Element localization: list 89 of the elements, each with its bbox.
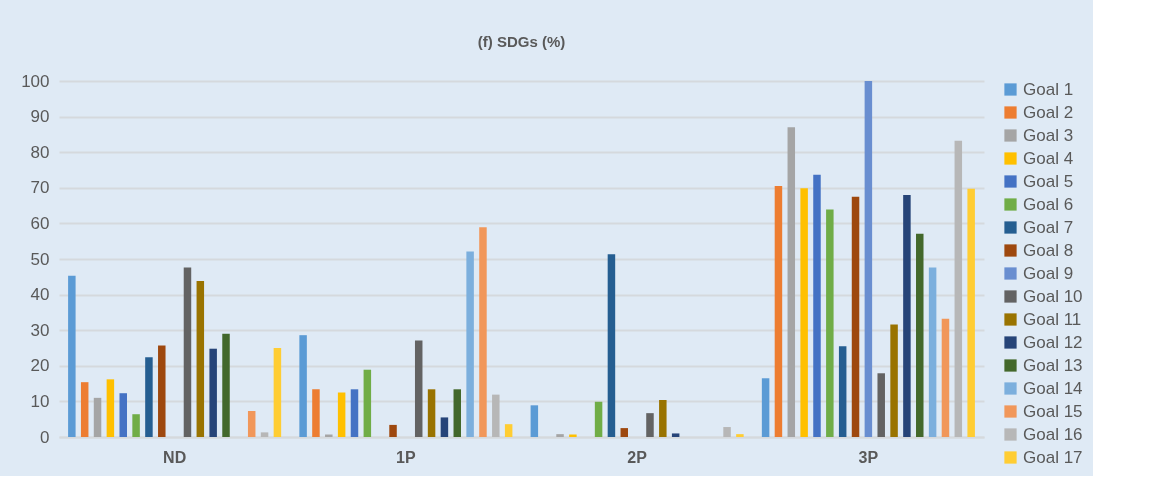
bar [813, 174, 821, 437]
bar [106, 379, 115, 437]
bar [414, 340, 423, 437]
chart-title: (f) SDGs (%) [477, 33, 566, 50]
y-tick-label: 40 [30, 285, 50, 305]
legend-label: Goal 12 [1023, 332, 1083, 352]
bar [941, 318, 950, 437]
x-tick-label: 3P [858, 448, 879, 466]
bar [903, 194, 911, 437]
bar [119, 393, 127, 437]
bar [800, 188, 808, 437]
bar [466, 251, 474, 437]
bar [530, 405, 539, 437]
bar [273, 348, 282, 437]
bar [864, 81, 873, 437]
bar [967, 188, 975, 437]
y-tick-label: 90 [30, 107, 50, 127]
bar [440, 417, 449, 437]
bar [196, 281, 205, 437]
bar [607, 254, 616, 437]
bar [389, 424, 397, 437]
legend-label: Goal 14 [1023, 378, 1083, 398]
bar [916, 233, 924, 437]
bar [427, 389, 436, 437]
legend-label: Goal 5 [1023, 171, 1074, 191]
bar [736, 434, 744, 437]
bar [761, 378, 770, 437]
bar [556, 434, 564, 437]
y-tick-label: 80 [30, 142, 50, 162]
bar [222, 333, 230, 437]
bar [299, 335, 307, 437]
legend-label: Goal 13 [1023, 355, 1083, 375]
x-tick-label: ND [163, 448, 187, 466]
bar [723, 427, 731, 437]
bar [209, 348, 217, 437]
legend-label: Goal 9 [1023, 263, 1074, 283]
bar [492, 394, 500, 437]
bar [928, 267, 937, 437]
legend-label: Goal 10 [1023, 286, 1083, 306]
bar [350, 389, 359, 437]
bar [479, 227, 487, 437]
bar [260, 432, 269, 437]
x-tick-label: 2P [627, 448, 648, 466]
bar [337, 392, 346, 437]
legend-label: Goal 1 [1023, 79, 1074, 99]
bar [145, 357, 153, 437]
legend-label: Goal 2 [1023, 102, 1074, 122]
bar [620, 428, 629, 437]
legend-label: Goal 17 [1023, 447, 1083, 467]
y-tick-label: 10 [30, 391, 50, 411]
y-tick-label: 0 [40, 427, 50, 447]
bar [774, 186, 783, 437]
bar [838, 346, 847, 437]
legend-label: Goal 16 [1023, 424, 1083, 444]
bar [646, 413, 654, 437]
bar [659, 399, 667, 437]
bar [158, 345, 166, 437]
bar [671, 433, 680, 437]
bar [787, 127, 796, 437]
legend-label: Goal 15 [1023, 401, 1083, 421]
legend-label: Goal 3 [1023, 125, 1074, 145]
bar [890, 324, 898, 437]
bar [877, 373, 885, 437]
bar [363, 369, 372, 437]
bar [851, 196, 860, 437]
y-tick-label: 20 [30, 356, 50, 376]
legend-label: Goal 11 [1023, 309, 1082, 329]
bar [93, 397, 102, 437]
y-tick-label: 60 [30, 213, 50, 233]
bar [80, 382, 89, 437]
bar [312, 389, 320, 437]
bar [183, 267, 192, 437]
bar [132, 414, 140, 437]
y-tick-label: 70 [30, 178, 50, 198]
bar [826, 209, 834, 437]
bar [453, 389, 462, 437]
legend-label: Goal 7 [1023, 217, 1074, 237]
bar [68, 275, 76, 437]
y-tick-label: 50 [30, 249, 50, 269]
bar [954, 140, 963, 437]
bar [594, 401, 603, 437]
bar [504, 424, 513, 437]
legend-label: Goal 8 [1023, 240, 1074, 260]
y-tick-label: 100 [21, 71, 50, 91]
legend-label: Goal 4 [1023, 148, 1074, 168]
y-tick-label: 30 [30, 320, 50, 340]
legend-label: Goal 6 [1023, 194, 1074, 214]
x-tick-label: 1P [396, 448, 416, 466]
bar [247, 411, 256, 437]
